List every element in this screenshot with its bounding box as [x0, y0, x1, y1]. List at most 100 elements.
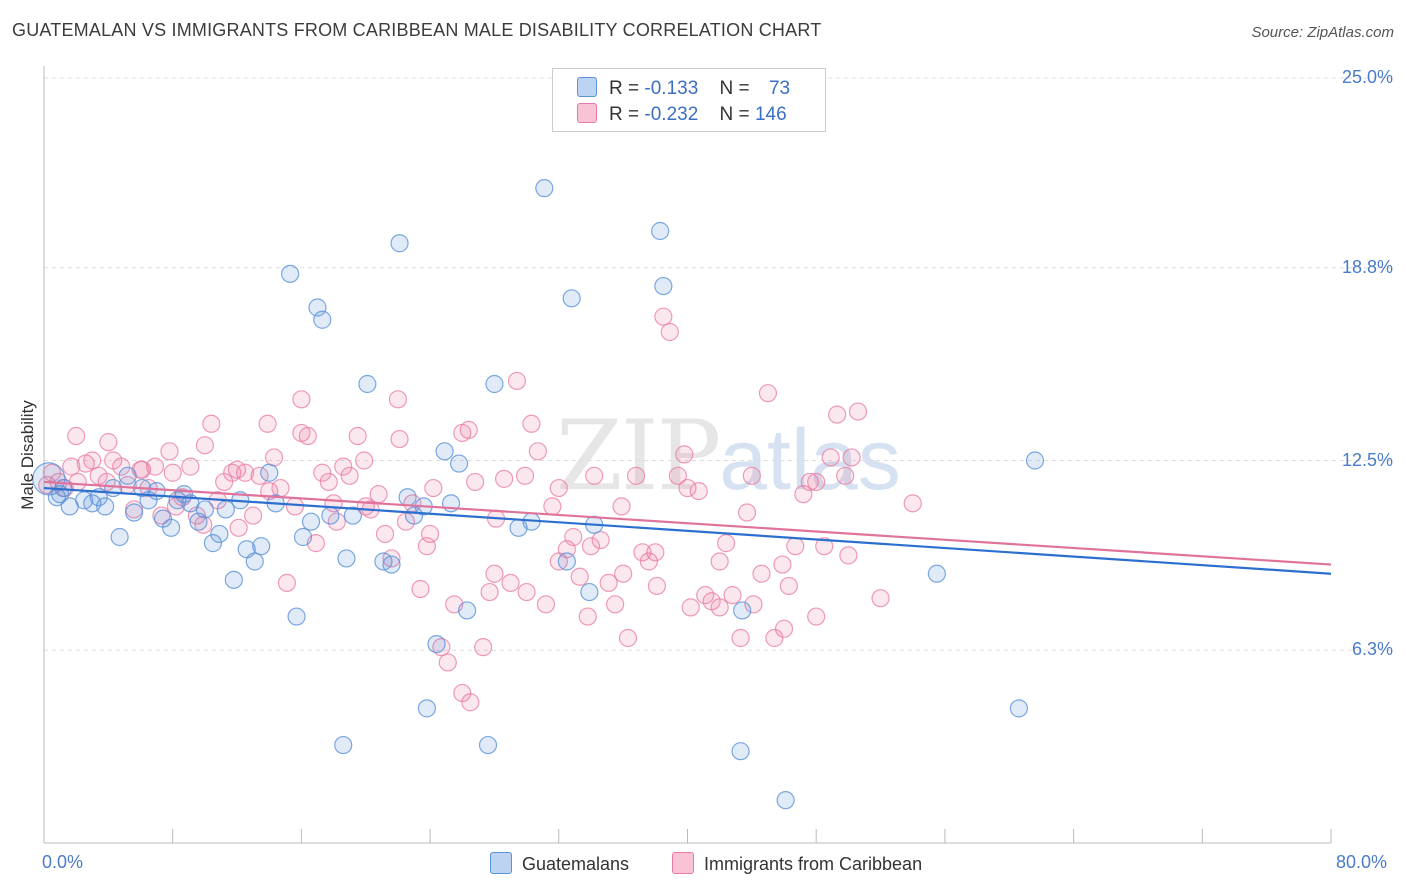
caribbean-point: [375, 524, 395, 544]
y-tick-label: 18.8%: [1341, 256, 1393, 277]
caribbean-point: [773, 555, 792, 574]
guatemalan-point: [776, 791, 795, 810]
guatemalan-point: [301, 512, 321, 531]
guatemalan-point: [478, 735, 498, 755]
guatemalan-point: [398, 488, 417, 507]
caribbean-point: [83, 451, 102, 470]
caribbean-point: [229, 518, 248, 537]
guatemalan-point: [287, 607, 306, 626]
caribbean-point: [585, 466, 604, 485]
source-label: Source: ZipAtlas.com: [1251, 24, 1394, 41]
caribbean-point: [258, 414, 277, 433]
caribbean-point: [369, 485, 388, 504]
caribbean-point: [411, 579, 430, 599]
guatemalan-point: [216, 500, 235, 519]
guatemalan-point: [281, 264, 300, 283]
caribbean-point: [821, 448, 840, 467]
guatemalan-point: [427, 634, 446, 654]
caribbean-point: [42, 463, 62, 482]
caribbean-point: [848, 402, 868, 421]
caribbean-point: [334, 457, 353, 476]
stats-legend: R = -0.133 N = 73 R = -0.232 N = 146: [552, 68, 826, 132]
guatemalan-point: [654, 276, 673, 296]
caribbean-point: [807, 607, 826, 626]
caribbean-point: [466, 472, 485, 492]
bottom-legend-guatemalans: Guatemalans: [490, 852, 629, 875]
bottom-legend-label: Immigrants from Caribbean: [704, 854, 923, 874]
guatemalan-point: [557, 552, 576, 571]
legend-n-value: 146: [754, 104, 787, 125]
caribbean-point: [515, 466, 535, 485]
caribbean-point: [717, 534, 736, 553]
legend-row-guatemalans: R = -0.133 N = 73: [577, 77, 790, 100]
caribbean-point: [668, 466, 687, 485]
guatemalan-point: [390, 234, 409, 253]
guatemalan-point: [535, 179, 554, 198]
caribbean-point: [388, 390, 408, 409]
caribbean-point: [421, 524, 440, 544]
caribbean-point: [62, 457, 81, 476]
caribbean-point: [355, 451, 374, 470]
caribbean-point: [570, 567, 589, 586]
caribbean-point: [202, 414, 221, 433]
caribbean-point: [160, 442, 179, 461]
caribbean-point: [758, 384, 778, 403]
guatemalan-point: [337, 549, 356, 568]
caribbean-point: [163, 463, 182, 482]
caribbean-point: [292, 423, 311, 443]
guatemalan-point: [118, 466, 137, 485]
caribbean-point: [152, 506, 171, 525]
guatemalan-point: [343, 506, 362, 525]
caribbean-point: [292, 390, 311, 409]
caribbean-point: [285, 497, 305, 516]
caribbean-point: [264, 448, 284, 467]
caribbean-point: [815, 537, 834, 556]
caribbean-point: [731, 628, 750, 648]
caribbean-point: [774, 619, 794, 638]
caribbean-point: [67, 426, 86, 446]
caribbean-point: [390, 429, 409, 449]
x-tick-max: 80.0%: [1336, 852, 1388, 872]
caribbean-point: [543, 497, 562, 516]
caribbean-point: [807, 472, 826, 492]
caribbean-point: [528, 442, 547, 461]
guatemalan-points: [32, 179, 1045, 810]
guatemalan-point: [147, 482, 166, 501]
caribbean-point: [599, 573, 618, 593]
y-tick-label: 25.0%: [1341, 67, 1393, 87]
caribbean-point: [723, 586, 742, 605]
guatemalan-point: [245, 552, 264, 571]
guatemalan-point: [927, 564, 946, 583]
guatemalan-point: [651, 221, 670, 241]
guatemalan-point: [1009, 699, 1029, 718]
caribbean-point: [181, 457, 200, 476]
bottom-legend-caribbean: Immigrants from Caribbean: [672, 852, 922, 875]
caribbean-point: [646, 543, 665, 562]
caribbean-trend-line: [43, 480, 1332, 566]
caribbean-point: [227, 460, 247, 479]
caribbean-point: [99, 433, 118, 452]
caribbean-point: [744, 595, 763, 614]
legend-swatch-blue: [577, 77, 597, 97]
y-axis-label: Male Disability: [18, 400, 37, 510]
caribbean-point: [871, 589, 890, 608]
guatemalan-point: [203, 534, 223, 553]
bottom-swatch-pink: [672, 852, 694, 874]
caribbean-point: [348, 426, 367, 446]
chart-title: GUATEMALAN VS IMMIGRANTS FROM CARIBBEAN …: [12, 20, 822, 40]
guatemalan-point: [313, 310, 332, 329]
caribbean-points: [38, 307, 922, 712]
caribbean-point: [678, 478, 697, 498]
caribbean-point: [903, 494, 922, 513]
guatemalan-point: [731, 742, 750, 761]
caribbean-point: [742, 466, 761, 485]
guatemalan-point: [733, 601, 752, 620]
caribbean-point: [536, 595, 556, 614]
y-tick-label: 6.3%: [1351, 639, 1393, 660]
guatemalan-point: [1025, 451, 1045, 470]
caribbean-point: [424, 478, 443, 498]
caribbean-point: [591, 530, 610, 550]
guatemalan-point: [562, 289, 581, 308]
guatemalan-point: [382, 555, 401, 574]
